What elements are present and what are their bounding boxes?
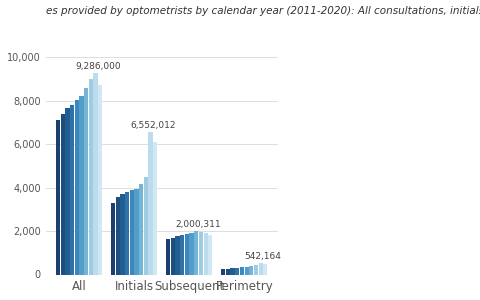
Bar (194, 231, 198, 274)
Bar (254, 265, 258, 274)
Bar (94, 73, 98, 274)
Bar (263, 264, 267, 274)
Bar (259, 263, 263, 274)
Text: 2,000,311: 2,000,311 (176, 220, 221, 229)
Bar (134, 189, 139, 274)
Text: 542,164: 542,164 (244, 252, 281, 261)
Text: 6,552,012: 6,552,012 (130, 122, 176, 130)
Bar (139, 184, 144, 274)
Text: es provided by optometrists by calendar year (2011-2020): All consultations, ini: es provided by optometrists by calendar … (46, 6, 480, 16)
Bar (84, 88, 88, 274)
Bar (249, 266, 253, 274)
Bar (70, 105, 74, 274)
Bar (235, 268, 240, 274)
Bar (176, 236, 180, 274)
Bar (125, 192, 130, 274)
Bar (65, 108, 70, 274)
Bar (171, 238, 175, 274)
Bar (180, 235, 184, 274)
Bar (75, 100, 79, 274)
Bar (221, 269, 226, 274)
Bar (166, 238, 170, 274)
Bar (80, 96, 84, 274)
Bar (204, 233, 208, 274)
Bar (89, 79, 93, 274)
Bar (226, 268, 230, 274)
Bar (230, 268, 235, 274)
Bar (111, 203, 115, 274)
Bar (130, 190, 134, 274)
Bar (244, 267, 249, 274)
Bar (98, 85, 102, 274)
Bar (153, 142, 157, 274)
Bar (116, 197, 120, 274)
Bar (120, 194, 125, 274)
Bar (208, 235, 213, 274)
Bar (190, 232, 194, 274)
Bar (148, 132, 153, 274)
Bar (240, 267, 244, 274)
Bar (199, 232, 203, 274)
Bar (185, 234, 189, 274)
Bar (56, 120, 60, 274)
Text: 9,286,000: 9,286,000 (75, 62, 120, 71)
Bar (61, 114, 65, 274)
Bar (144, 177, 148, 274)
